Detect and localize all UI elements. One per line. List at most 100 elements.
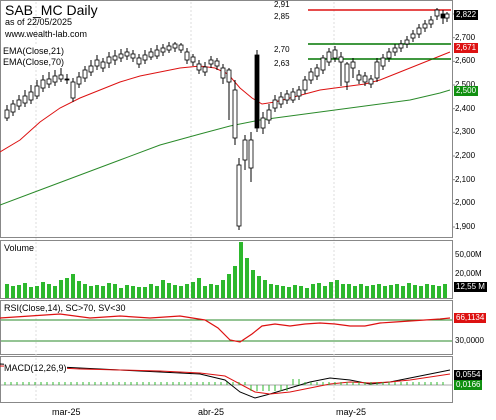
candle-body-up [428, 19, 434, 25]
candle-body-up [202, 66, 208, 73]
candle [142, 50, 148, 64]
candle-body-up [88, 65, 94, 73]
price-tick: 2,200 [455, 151, 476, 160]
candle-body-up [266, 109, 272, 121]
candle [392, 44, 398, 56]
volume-bar [419, 286, 423, 298]
volume-bar [281, 286, 285, 298]
candle-body-up [160, 47, 166, 53]
candle [10, 100, 16, 116]
level-label-285: 2,85 [274, 12, 290, 21]
candle-body-up [398, 43, 404, 49]
volume-bar [11, 286, 15, 298]
candle-body-up [10, 103, 16, 113]
candle [368, 75, 374, 88]
volume-bar [35, 286, 39, 298]
macd-label: MACD(12,26,9) [4, 363, 67, 373]
volume-bar [179, 286, 183, 298]
volume-bar [77, 281, 81, 298]
volume-bar [425, 284, 429, 298]
candle [184, 48, 190, 64]
candle-body-up [118, 53, 124, 59]
candle-body-up [142, 54, 148, 61]
volume-bar [89, 286, 93, 298]
candle [16, 95, 22, 110]
candle [106, 52, 112, 68]
candle [202, 62, 208, 76]
candle-body-up [226, 69, 232, 83]
candle [398, 40, 404, 52]
candle [380, 54, 386, 70]
candle-body-up [290, 91, 296, 101]
candle [34, 80, 40, 99]
candle [350, 58, 356, 78]
candle [100, 58, 106, 72]
candle [314, 64, 320, 80]
candle-body-up [28, 91, 34, 101]
volume-bar [155, 286, 159, 298]
volume-bar [311, 284, 315, 298]
candle [272, 95, 278, 112]
volume-bar [365, 286, 369, 298]
source-url: www.wealth-lab.com [5, 29, 88, 39]
candle-body-up [40, 79, 46, 89]
candle [82, 66, 88, 82]
volume-bar [17, 285, 21, 298]
candle-body-up [302, 79, 308, 91]
candle [190, 54, 196, 66]
candle [254, 50, 260, 132]
candle-body-up [52, 75, 58, 83]
macd-signal-tag: 0,0166 [454, 380, 483, 390]
candle-body-up [386, 51, 392, 59]
volume-bar [107, 283, 111, 298]
candle [434, 8, 440, 20]
candle [296, 86, 302, 100]
candle [166, 42, 172, 53]
volume-bar [119, 288, 123, 298]
candle [416, 24, 422, 38]
volume-bar [317, 283, 321, 298]
candle-body-up [362, 75, 368, 83]
rsi-value-tag: 66,1134 [454, 313, 487, 323]
volume-bar [185, 284, 189, 298]
candle [374, 58, 380, 82]
price-tick: 2,600 [455, 56, 476, 66]
volume-bar [125, 285, 129, 298]
candle [444, 12, 450, 22]
candle [172, 42, 178, 52]
volume-bar [101, 286, 105, 298]
candle [88, 60, 94, 76]
candle [46, 72, 52, 88]
volume-bar [131, 286, 135, 298]
volume-bar [149, 284, 153, 298]
candle-body-up [166, 45, 172, 51]
candle-body-up [70, 81, 76, 99]
volume-bar [293, 285, 297, 298]
candle-body-down [64, 78, 70, 81]
last-price-tag: 2,822 [454, 10, 479, 20]
ema70-value-tag: 2,500 [454, 86, 479, 96]
candle-body-up [100, 61, 106, 69]
candle [52, 70, 58, 86]
candle-body-up [46, 78, 52, 85]
volume-bar [413, 285, 417, 298]
price-tick: 1,900 [455, 222, 476, 231]
volume-bar [143, 287, 147, 298]
volume-bar [23, 283, 27, 298]
candle [236, 158, 242, 230]
volume-bar [59, 280, 63, 298]
volume-bar [275, 285, 279, 298]
level-label-291: 2,91 [274, 0, 290, 9]
candle [214, 58, 220, 70]
candle [332, 46, 338, 62]
candle [278, 92, 284, 108]
candle [260, 112, 266, 134]
volume-bar [245, 258, 249, 298]
volume-bar [215, 285, 219, 298]
candle [22, 90, 28, 107]
rsi-pane-frame [0, 300, 453, 355]
candle-body-up [184, 51, 190, 61]
ema21-value-tag: 2,671 [454, 43, 479, 53]
rsi-series-line [0, 313, 451, 343]
rsi-label: RSI(Close,14), SC>70, SV<30 [4, 303, 126, 313]
